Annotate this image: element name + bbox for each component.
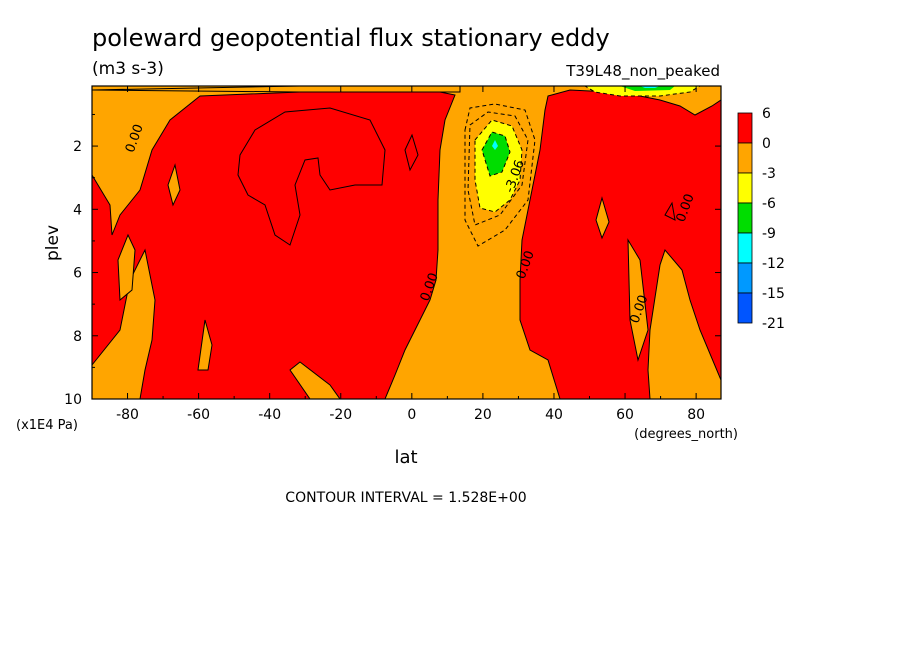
contour-interval-text: CONTOUR INTERVAL = 1.528E+00 bbox=[285, 490, 526, 506]
x-tick-label: 40 bbox=[545, 407, 563, 423]
chart-title: poleward geopotential flux stationary ed… bbox=[92, 24, 610, 52]
orange-patch-6 bbox=[92, 86, 461, 93]
x-tick-label: -20 bbox=[329, 407, 352, 423]
x-tick-label: -60 bbox=[187, 407, 210, 423]
negative-lobe-green bbox=[481, 131, 511, 177]
axis-ticks bbox=[91, 86, 721, 400]
orange-patch-5 bbox=[289, 361, 341, 399]
colorbar-label: -15 bbox=[762, 286, 785, 302]
top-strip-green bbox=[620, 86, 675, 91]
colorbar-label: 6 bbox=[762, 106, 771, 122]
colorbar: 6 0 -3 -6 -9 -12 -15 -21 bbox=[737, 106, 785, 332]
orange-patch-8 bbox=[627, 238, 649, 362]
y-axis-label: plev bbox=[43, 225, 63, 261]
chart-units: (m3 s-3) bbox=[92, 59, 164, 79]
contour-line-1 bbox=[237, 107, 386, 246]
run-label: T39L48_non_peaked bbox=[565, 62, 720, 81]
orange-patch-4 bbox=[167, 163, 181, 207]
negative-outline-2 bbox=[467, 111, 529, 226]
y-tick-label: 2 bbox=[73, 139, 82, 155]
negative-lobe-cyan bbox=[492, 140, 498, 150]
colorbar-box bbox=[737, 202, 753, 234]
y-tick-label: 4 bbox=[73, 202, 82, 218]
x-tick-label: 20 bbox=[474, 407, 492, 423]
colorbar-label: -21 bbox=[762, 316, 785, 332]
colorbar-label: -3 bbox=[762, 166, 776, 182]
colorbar-label: -9 bbox=[762, 226, 776, 242]
positive-region-south bbox=[92, 91, 456, 399]
plot-frame bbox=[91, 85, 722, 400]
colorbar-box bbox=[737, 232, 753, 264]
orange-patch-7 bbox=[595, 196, 610, 240]
colorbar-box bbox=[737, 292, 753, 324]
orange-patch-2 bbox=[117, 233, 136, 302]
contour-field bbox=[92, 86, 721, 399]
x-axis-label: lat bbox=[394, 447, 417, 468]
positive-region-north bbox=[519, 89, 721, 399]
x-tick-label: 0 bbox=[407, 407, 416, 423]
axis-tick-labels: -80 -60 -40 -20 0 20 40 60 80 2 4 6 8 10 bbox=[64, 139, 705, 423]
x-tick-label: 60 bbox=[616, 407, 634, 423]
y-tick-label: 10 bbox=[64, 392, 82, 408]
colorbar-label: -12 bbox=[762, 256, 785, 272]
x-tick-label: -40 bbox=[258, 407, 281, 423]
x-tick-label: -80 bbox=[116, 407, 139, 423]
y-tick-label: 8 bbox=[73, 329, 82, 345]
x-axis-units: (degrees_north) bbox=[634, 427, 738, 442]
contour-line-2 bbox=[404, 133, 419, 172]
colorbar-label: 0 bbox=[762, 136, 771, 152]
negative-outline-1 bbox=[464, 103, 536, 247]
colorbar-box bbox=[737, 112, 753, 144]
colorbar-box bbox=[737, 142, 753, 174]
x-tick-label: 80 bbox=[687, 407, 705, 423]
contour-line-3 bbox=[664, 201, 676, 221]
y-axis-units: (x1E4 Pa) bbox=[16, 418, 78, 433]
colorbar-label: -6 bbox=[762, 196, 776, 212]
orange-patch-1 bbox=[92, 248, 156, 399]
colorbar-box bbox=[737, 172, 753, 204]
orange-patch-3 bbox=[197, 319, 213, 371]
colorbar-box bbox=[737, 262, 753, 294]
y-tick-label: 6 bbox=[73, 266, 82, 282]
